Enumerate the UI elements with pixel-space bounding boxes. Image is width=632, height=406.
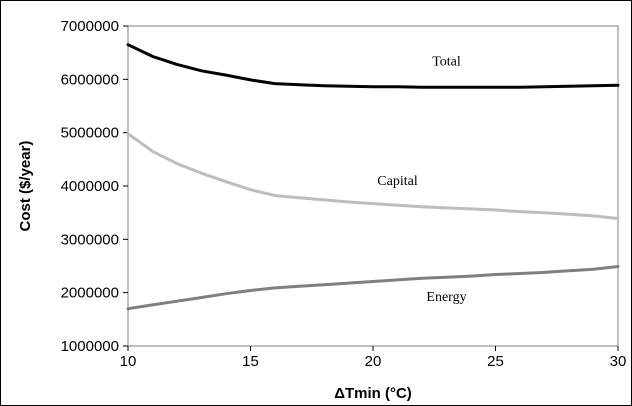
x-tick-label: 20: [365, 353, 382, 370]
x-tick-label: 15: [242, 353, 259, 370]
y-tick-label: 5000000: [61, 125, 119, 142]
y-tick-label: 6000000: [61, 71, 119, 88]
y-axis-title: Cost ($/year): [17, 141, 34, 232]
plot-border: [127, 25, 619, 347]
y-axis-ticks: 1000000 2000000 3000000 4000000 5000000 60000…: [61, 18, 128, 355]
series-line-energy: [126, 265, 620, 311]
y-tick-label: 7000000: [61, 18, 119, 35]
y-tick-label: 2000000: [61, 285, 119, 302]
plot-area: [127, 25, 619, 347]
y-tick-label: 3000000: [61, 231, 119, 248]
x-tick-label: 30: [610, 353, 627, 370]
x-tick-label: 10: [120, 353, 137, 370]
y-tick-label: 4000000: [61, 178, 119, 195]
series-lines: [126, 43, 620, 311]
x-axis-title: ΔTmin (°C): [334, 385, 412, 402]
series-labels: Total Capital Energy: [377, 54, 466, 305]
x-axis-ticks: 10 15 20 25 30: [120, 346, 627, 370]
series-label-total: Total: [432, 54, 461, 69]
x-tick-label: 25: [487, 353, 504, 370]
series-label-energy: Energy: [426, 290, 466, 305]
series-label-capital: Capital: [377, 174, 418, 189]
series-line-capital: [126, 132, 620, 220]
series-line-total: [126, 43, 620, 89]
y-tick-label: 1000000: [61, 338, 119, 355]
